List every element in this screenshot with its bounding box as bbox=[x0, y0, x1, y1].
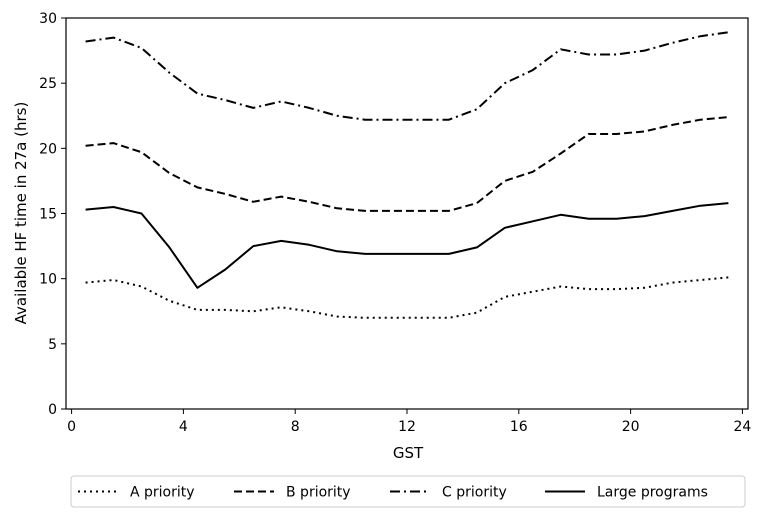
y-tick-label: 30 bbox=[39, 11, 57, 27]
series-line-large-programs bbox=[85, 202, 729, 289]
legend-label: A priority bbox=[130, 485, 195, 501]
legend: A priority B priority C priority Large prog… bbox=[70, 475, 746, 508]
legend-label: C priority bbox=[442, 485, 507, 501]
x-tick-label: 16 bbox=[510, 419, 528, 435]
x-tick-label: 8 bbox=[291, 419, 300, 435]
plot-area-border bbox=[65, 17, 749, 410]
legend-box bbox=[70, 475, 746, 508]
plot-frame bbox=[65, 17, 749, 410]
x-axis-ticks: 0 4 8 12 16 20 24 bbox=[67, 409, 751, 435]
y-axis-label: Available HF time in 27a (hrs) bbox=[12, 102, 30, 325]
y-tick-label: 5 bbox=[48, 337, 57, 353]
x-tick-label: 4 bbox=[179, 419, 188, 435]
series-line-c-priority bbox=[85, 31, 729, 121]
legend-label: B priority bbox=[286, 485, 351, 501]
y-tick-label: 10 bbox=[39, 272, 57, 288]
series-line-a-priority bbox=[85, 276, 729, 319]
y-tick-label: 20 bbox=[39, 141, 57, 157]
x-tick-label: 24 bbox=[733, 419, 751, 435]
series-layer bbox=[85, 31, 729, 319]
y-tick-label: 25 bbox=[39, 76, 57, 92]
y-tick-label: 15 bbox=[39, 207, 57, 223]
x-tick-label: 12 bbox=[398, 419, 416, 435]
x-tick-label: 20 bbox=[622, 419, 640, 435]
legend-label: Large programs bbox=[597, 485, 708, 501]
x-axis-label: GST bbox=[393, 444, 424, 462]
x-tick-label: 0 bbox=[67, 419, 76, 435]
series-line-b-priority bbox=[85, 116, 729, 212]
y-axis-ticks: 0 5 10 15 20 25 30 bbox=[39, 11, 66, 418]
y-tick-label: 0 bbox=[48, 402, 57, 418]
